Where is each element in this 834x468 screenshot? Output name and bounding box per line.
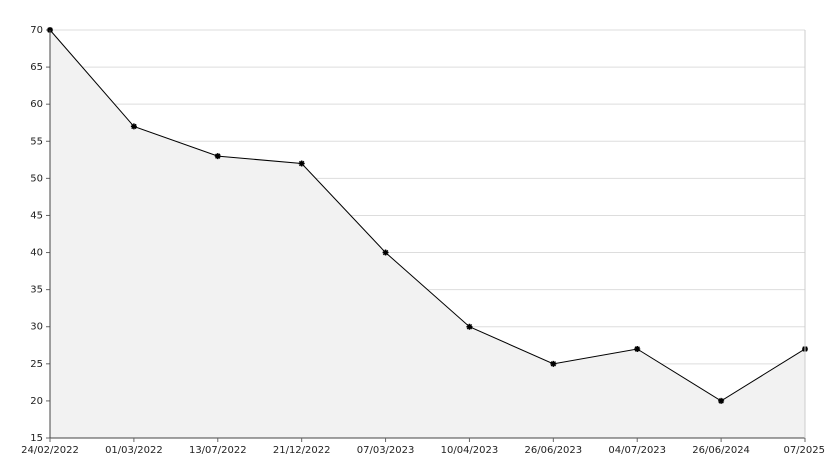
y-tick-label: 25	[30, 359, 43, 370]
marker	[130, 123, 137, 130]
marker	[634, 345, 641, 352]
y-tick-label: 60	[30, 99, 43, 110]
x-tick-label: 13/07/2022	[189, 445, 247, 456]
y-tick-label: 70	[30, 25, 43, 36]
marker	[298, 160, 305, 167]
x-tick-label: 21/12/2022	[273, 445, 331, 456]
y-tick-label: 50	[30, 173, 43, 184]
x-tick-label: 26/06/2023	[525, 445, 583, 456]
x-tick-label: 10/04/2023	[441, 445, 499, 456]
marker	[466, 323, 473, 330]
marker	[214, 153, 221, 160]
y-tick-label: 45	[30, 210, 43, 221]
y-tick-label: 15	[30, 433, 43, 444]
marker	[718, 397, 725, 404]
x-tick-label: 26/06/2024	[692, 445, 750, 456]
area	[50, 30, 805, 438]
marker	[550, 360, 557, 367]
x-tick-label: 01/03/2022	[105, 445, 163, 456]
x-tick-label: 07/2025	[783, 445, 825, 456]
y-tick-label: 65	[30, 62, 43, 73]
marker	[382, 249, 389, 256]
y-tick-label: 35	[30, 285, 43, 296]
x-tick-label: 24/02/2022	[21, 445, 79, 456]
y-tick-label: 40	[30, 248, 43, 259]
y-tick-label: 20	[30, 396, 43, 407]
y-tick-label: 55	[30, 136, 43, 147]
line	[49, 29, 806, 402]
x-tick-label: 07/03/2023	[357, 445, 415, 456]
y-tick-label: 30	[30, 322, 43, 333]
x-tick-label: 04/07/2023	[608, 445, 666, 456]
